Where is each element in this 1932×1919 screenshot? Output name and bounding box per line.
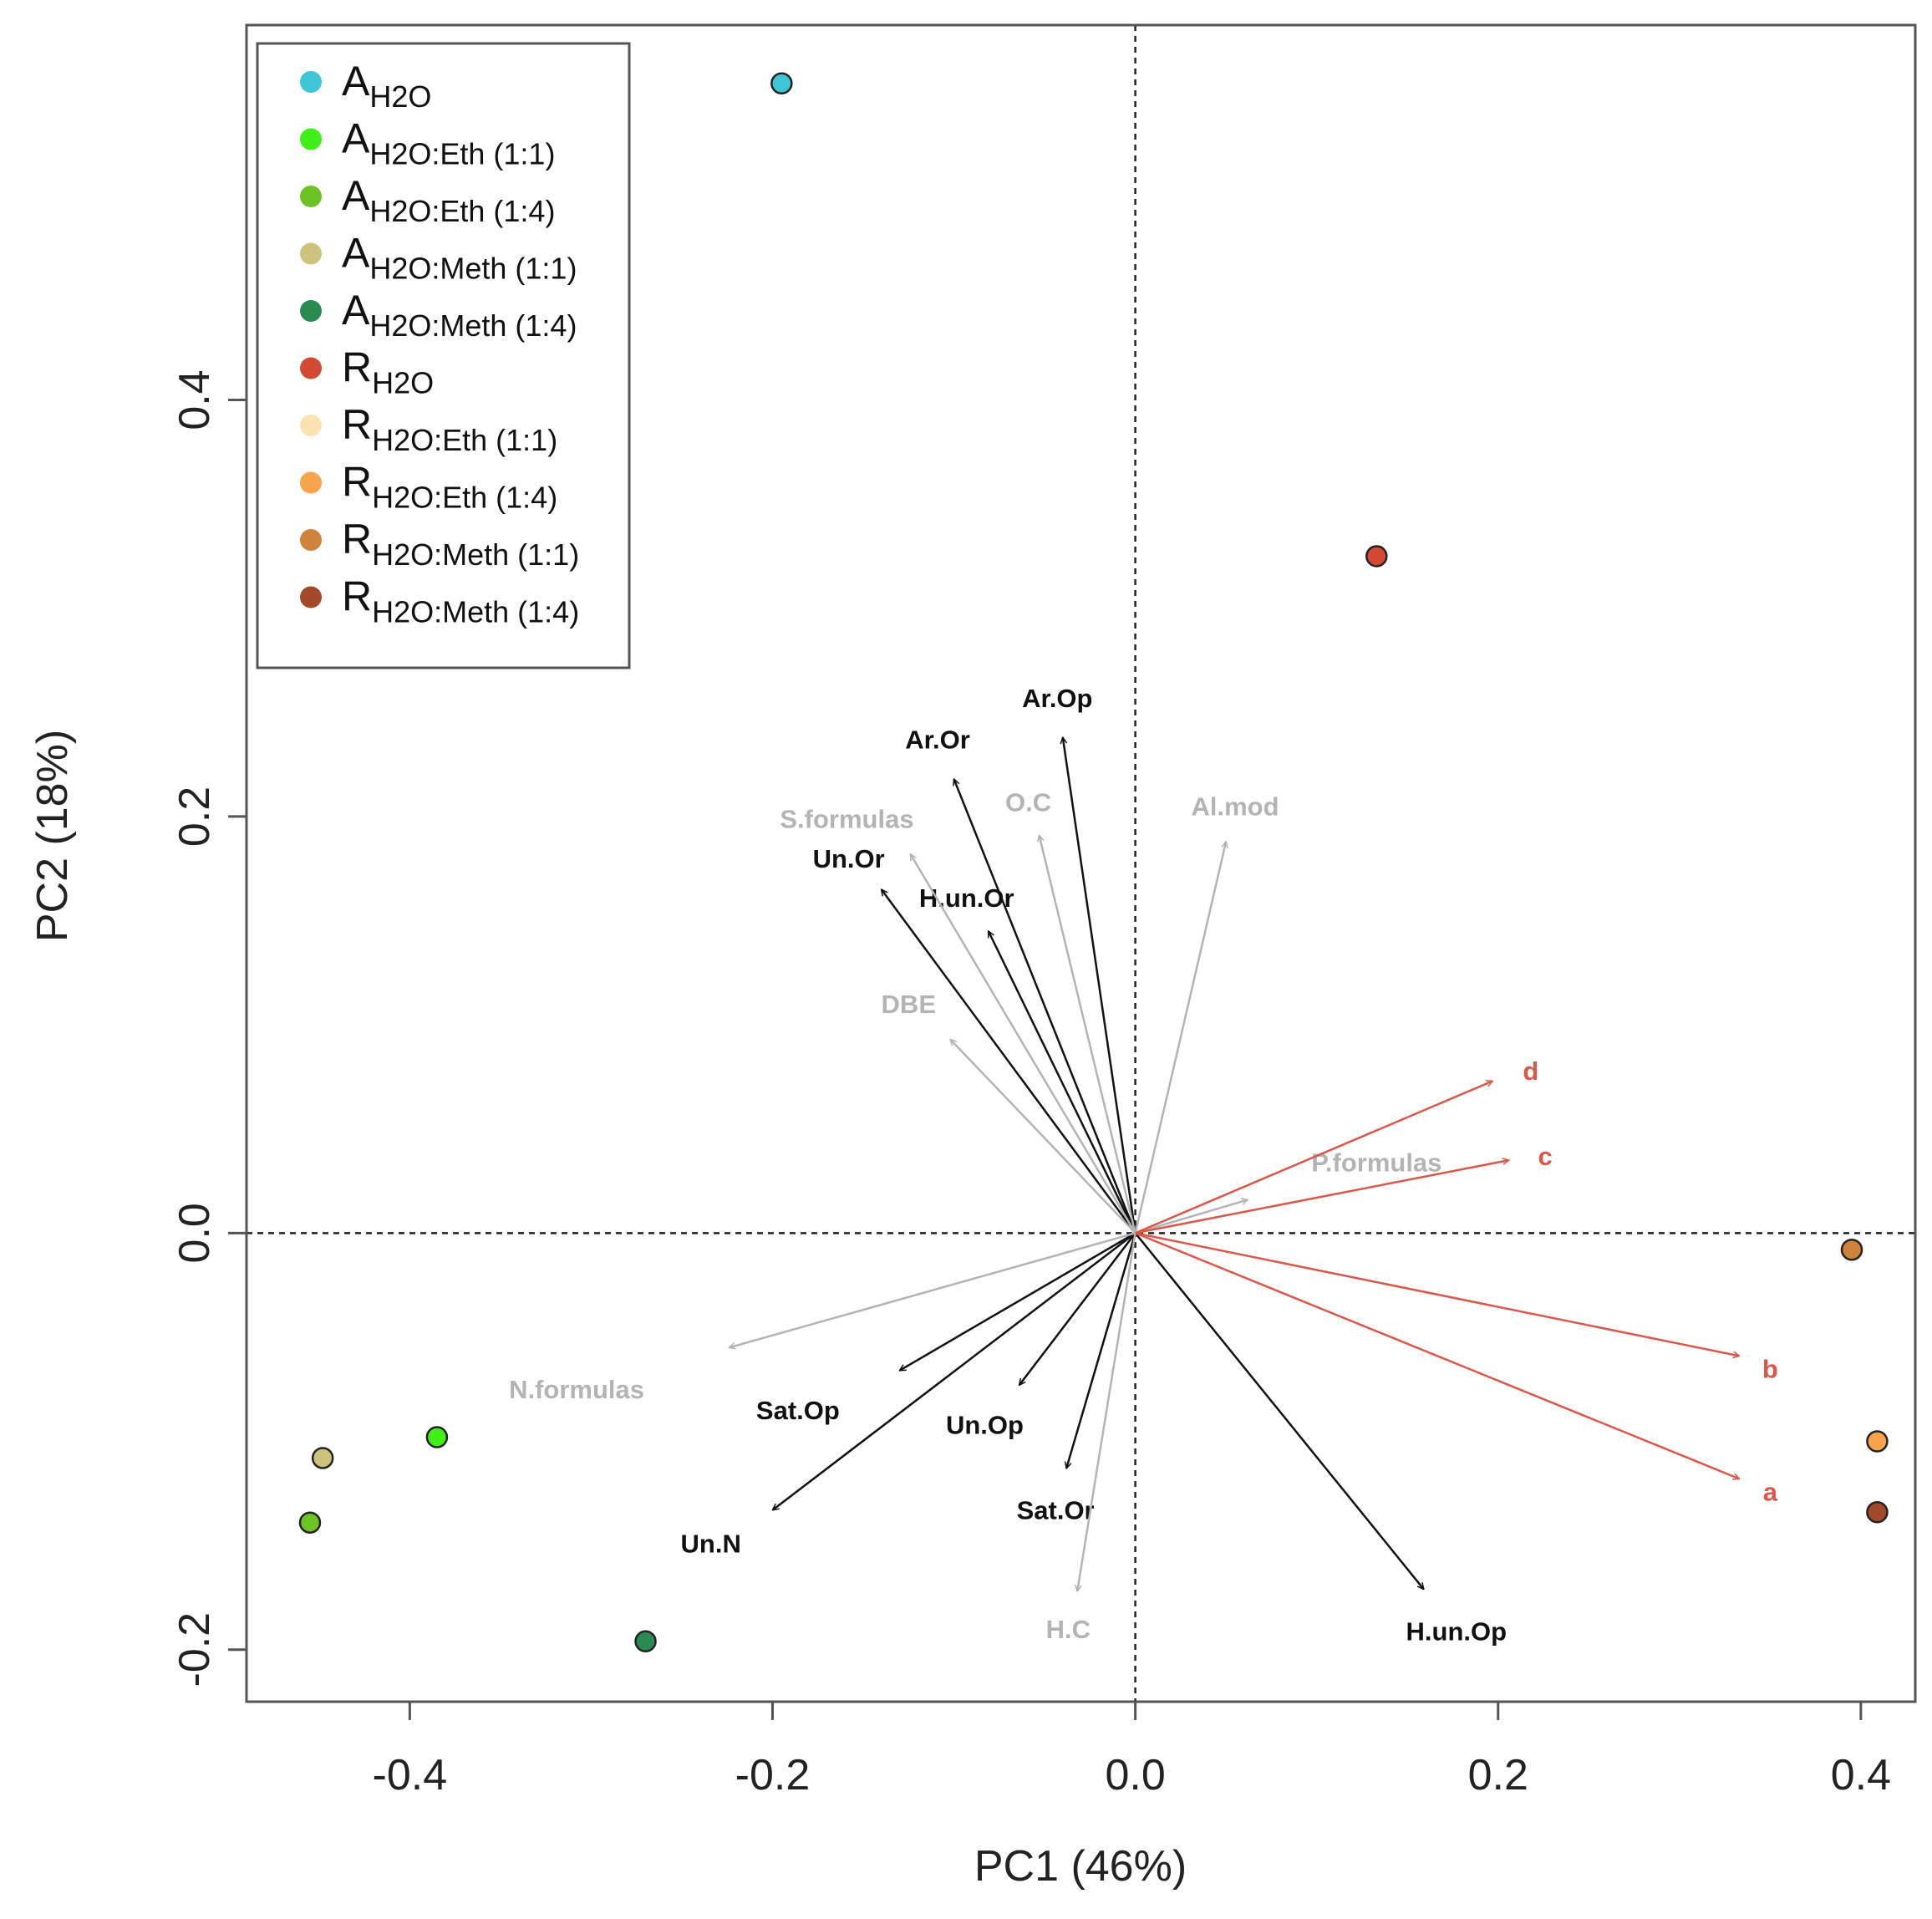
vector-arrow xyxy=(1134,842,1227,1234)
y-axis-title: PC2 (18%) xyxy=(28,730,77,942)
score-point xyxy=(298,1511,322,1534)
x-axis: -0.4 -0.2 0.0 0.2 0.4 xyxy=(373,1702,1891,1799)
vector-label: H.un.Or xyxy=(919,883,1014,913)
y-axis: -0.2 0.0 0.2 0.4 xyxy=(170,369,247,1687)
vector-label: Ar.Or xyxy=(905,725,970,755)
legend-label: RH2O:Meth (1:4) xyxy=(342,573,579,629)
y-tick-label: 0.2 xyxy=(170,786,219,847)
score-point xyxy=(1365,545,1388,568)
legend-label: AH2O:Meth (1:1) xyxy=(342,230,577,286)
loading-vectors: Ar.Op Ar.Or Un.Or H.un.Or Sat.Op Un.Op Un.N Sat… xyxy=(509,684,1778,1646)
y-tick-label: 0.0 xyxy=(170,1203,219,1263)
vector-label: P.formulas xyxy=(1311,1148,1441,1178)
legend-label: RH2O:Eth (1:4) xyxy=(342,459,557,515)
vector-label: Un.Op xyxy=(946,1411,1024,1440)
legend-label: AH2O:Meth (1:4) xyxy=(342,287,577,343)
vector-label: H.un.Op xyxy=(1406,1616,1507,1646)
score-point xyxy=(311,1447,334,1469)
vector-label: S.formulas xyxy=(780,804,913,833)
legend-swatch xyxy=(300,300,322,322)
score-point xyxy=(1866,1430,1889,1453)
vector-arrow xyxy=(1135,1081,1493,1234)
vector-label: a xyxy=(1763,1477,1778,1506)
legend-label: AH2O:Eth (1:1) xyxy=(342,115,555,171)
score-points xyxy=(298,72,1889,1652)
x-tick-label: -0.4 xyxy=(373,1751,448,1799)
vector-label: DBE xyxy=(882,990,936,1019)
vector-arrow xyxy=(1077,1233,1136,1591)
score-point xyxy=(770,72,793,95)
vector-label: N.formulas xyxy=(509,1375,644,1404)
vector-arrow xyxy=(987,931,1136,1234)
vector-arrow xyxy=(1135,1232,1740,1356)
legend-swatch xyxy=(300,186,322,207)
vector-label: b xyxy=(1762,1354,1778,1383)
legend-label: RH2O:Meth (1:1) xyxy=(342,516,579,572)
vector-label: Sat.Or xyxy=(1017,1496,1095,1525)
vector-label: H.C xyxy=(1046,1615,1091,1644)
y-tick-label: 0.4 xyxy=(170,369,219,430)
vector-arrow xyxy=(1040,835,1136,1234)
vector-arrow xyxy=(954,779,1136,1234)
vector-label: c xyxy=(1538,1142,1553,1171)
legend-label: AH2O xyxy=(342,58,431,114)
legend-swatch xyxy=(300,242,322,265)
vector-arrow xyxy=(1135,1160,1509,1234)
vector-arrow xyxy=(880,889,1136,1234)
legend-swatch xyxy=(300,357,322,379)
plot-frame xyxy=(245,23,1917,1703)
vector-label: d xyxy=(1523,1056,1538,1086)
x-axis-title: PC1 (46%) xyxy=(974,1842,1187,1891)
legend-label: AH2O:Eth (1:4) xyxy=(342,172,555,228)
x-tick-label: 0.0 xyxy=(1105,1751,1165,1799)
y-tick-label: -0.2 xyxy=(170,1612,219,1687)
legend-box xyxy=(256,42,631,669)
score-point xyxy=(1866,1500,1889,1524)
score-point xyxy=(425,1426,449,1448)
legend-swatch xyxy=(300,71,322,93)
legend-label: RH2O xyxy=(342,344,434,400)
x-tick-label: -0.2 xyxy=(735,1751,811,1799)
x-tick-label: 0.4 xyxy=(1831,1751,1891,1799)
legend-swatch xyxy=(300,471,322,494)
vector-arrow xyxy=(909,854,1136,1234)
legend-swatch xyxy=(300,128,322,150)
vector-arrow xyxy=(899,1232,1136,1372)
vector-label: Ar.Op xyxy=(1022,684,1092,713)
x-tick-label: 0.2 xyxy=(1468,1751,1528,1799)
reference-lines xyxy=(247,25,1915,1702)
vector-arrow xyxy=(772,1232,1136,1509)
vector-arrow xyxy=(729,1232,1136,1347)
vector-label: Un.Or xyxy=(813,844,885,873)
vector-label: O.C xyxy=(1005,787,1051,817)
legend-label: RH2O:Eth (1:1) xyxy=(342,401,557,457)
vector-arrow xyxy=(950,1040,1136,1234)
score-point xyxy=(634,1630,657,1652)
vector-arrow xyxy=(1066,1232,1136,1469)
vector-arrow xyxy=(1135,1232,1740,1479)
vector-label: Sat.Op xyxy=(756,1396,840,1425)
score-point xyxy=(1840,1239,1863,1261)
vector-label: Al.mod xyxy=(1191,792,1279,821)
legend-swatch xyxy=(300,529,322,551)
legend-swatch xyxy=(300,415,322,436)
vector-arrow xyxy=(1134,1232,1424,1589)
vector-label: Un.N xyxy=(681,1530,741,1559)
vector-arrow xyxy=(1019,1232,1136,1385)
vector-arrow xyxy=(1135,1199,1248,1234)
vector-arrow xyxy=(1063,737,1136,1234)
legend-swatch xyxy=(300,586,322,608)
